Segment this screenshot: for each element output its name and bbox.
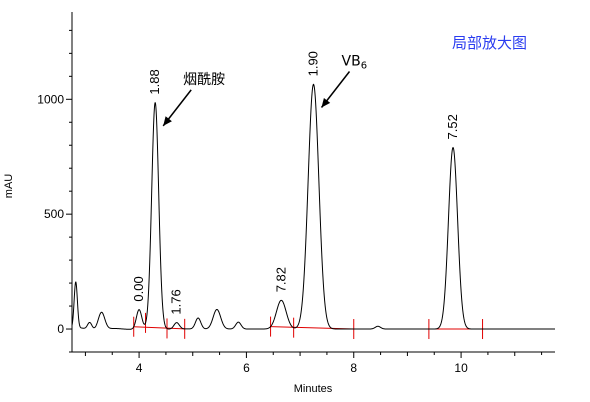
x-tick-label: 6	[243, 361, 250, 375]
peak-label: 7.82	[273, 267, 288, 292]
x-tick-label: 4	[136, 361, 143, 375]
y-axis-ticks: 0 500 1000	[37, 29, 72, 353]
peak-label: 0.00	[131, 276, 146, 301]
peak-label: 7.52	[445, 114, 460, 139]
chromatogram-trace	[71, 83, 555, 330]
peak-label: 1.76	[169, 289, 184, 314]
peak-label: 1.90	[306, 51, 321, 76]
compound-annotations: 烟酰胺 VB6	[162, 54, 368, 127]
peak-label: 1.88	[147, 69, 162, 94]
integration-baseline	[133, 326, 185, 330]
integration-marks	[133, 312, 484, 340]
x-tick-label: 10	[454, 361, 468, 375]
zoom-note: 局部放大图	[452, 34, 527, 52]
y-tick-label: 0	[57, 322, 64, 336]
annotation-label-vb6: VB6	[342, 54, 368, 72]
annotation-label-nicotinamide: 烟酰胺	[183, 72, 225, 88]
peak-labels: 0.00 1.88 1.76 7.82 1.90 7.52	[131, 51, 460, 315]
x-axis-title: Minutes	[294, 383, 333, 395]
annotation-arrowhead	[163, 116, 172, 126]
annotation-arrowhead	[321, 98, 331, 108]
y-tick-label: 1000	[37, 92, 64, 106]
y-axis-title: mAU	[3, 174, 15, 199]
x-axis-ticks: 4 6 8 10	[84, 352, 543, 375]
y-tick-label: 500	[44, 207, 64, 221]
x-tick-label: 8	[350, 361, 357, 375]
plot-frame	[71, 12, 555, 353]
